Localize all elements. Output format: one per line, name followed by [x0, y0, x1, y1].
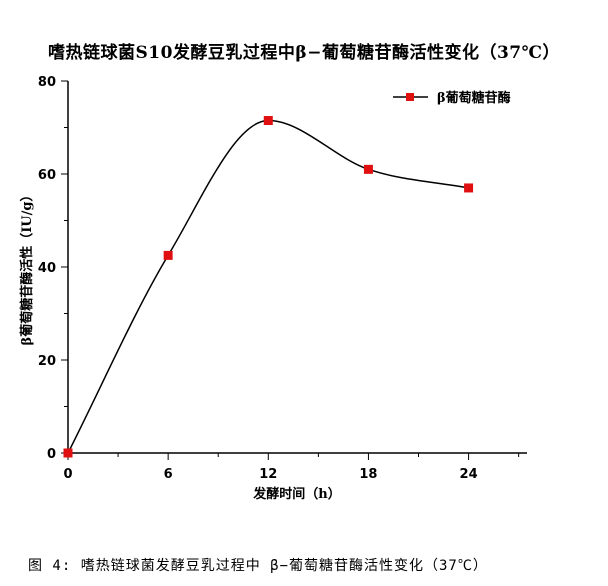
chart-title: 嗜热链球菌S10发酵豆乳过程中β−葡萄糖苷酶活性变化（37℃） — [48, 43, 560, 63]
axis-ticks: 0 6 12 18 24 0 20 40 60 80 — [38, 75, 520, 482]
x-tick-label: 12 — [259, 467, 277, 482]
data-point — [363, 164, 373, 174]
figure-caption: 图 4: 嗜热链球菌发酵豆乳过程中 β−葡萄糖苷酶活性变化（37℃） — [28, 558, 488, 574]
data-point — [263, 116, 273, 126]
y-tick-label: 20 — [38, 354, 56, 369]
x-tick-label: 0 — [63, 467, 72, 482]
x-axis-label: 发酵时间（h） — [252, 486, 340, 502]
y-tick-label: 40 — [38, 261, 56, 276]
x-tick-label: 24 — [460, 467, 478, 482]
data-point — [163, 250, 173, 260]
y-tick-label: 0 — [47, 447, 56, 462]
data-point — [464, 183, 474, 193]
legend-marker — [406, 93, 414, 101]
legend: β葡萄糖苷酶 — [393, 90, 511, 106]
y-tick-label: 80 — [38, 75, 56, 90]
y-tick-label: 60 — [38, 168, 56, 183]
series-line — [67, 119, 469, 454]
legend-label: β葡萄糖苷酶 — [437, 90, 511, 106]
x-tick-label: 18 — [359, 467, 377, 482]
x-tick-label: 6 — [164, 467, 173, 482]
data-point — [63, 448, 73, 458]
series-markers — [63, 116, 474, 458]
y-axis-label: β葡萄糖苷酶活性（IU/g） — [19, 189, 35, 346]
